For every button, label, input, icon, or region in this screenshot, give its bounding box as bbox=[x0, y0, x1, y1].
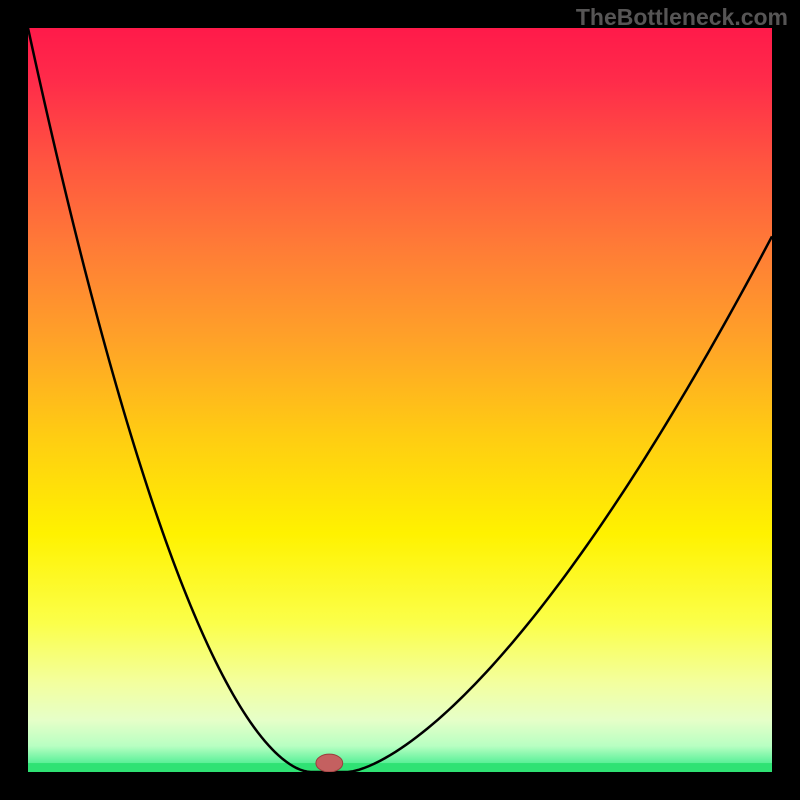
chart-frame: TheBottleneck.com bbox=[0, 0, 800, 800]
bottleneck-curve bbox=[28, 28, 772, 772]
plot-area bbox=[28, 28, 772, 772]
watermark-text: TheBottleneck.com bbox=[576, 4, 788, 31]
curve-layer bbox=[28, 28, 772, 772]
minimum-marker bbox=[316, 754, 343, 772]
